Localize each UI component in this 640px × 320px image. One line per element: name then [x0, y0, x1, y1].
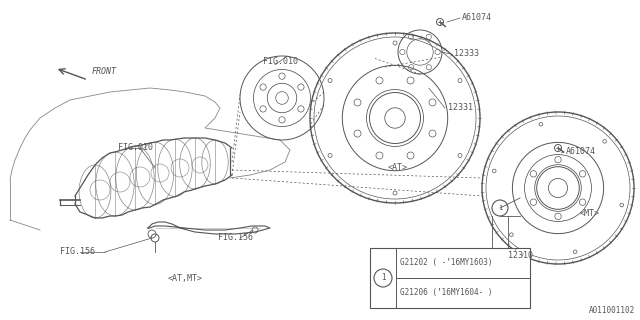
Text: FIG.010: FIG.010 — [263, 58, 298, 67]
Text: 1: 1 — [498, 205, 502, 211]
Text: <AT,MT>: <AT,MT> — [168, 274, 203, 283]
Text: G21206 (’16MY1604- ): G21206 (’16MY1604- ) — [400, 289, 493, 298]
Text: G21202 ( -’16MY1603): G21202 ( -’16MY1603) — [400, 259, 493, 268]
Text: A011001102: A011001102 — [589, 306, 635, 315]
Text: FIG.010: FIG.010 — [118, 143, 153, 153]
Text: 12310: 12310 — [508, 252, 533, 260]
Bar — [370, 248, 530, 308]
Text: A61074: A61074 — [566, 148, 596, 156]
Text: <MT>: <MT> — [580, 210, 600, 219]
Text: 1: 1 — [381, 274, 385, 283]
Text: 12331: 12331 — [448, 103, 473, 113]
Text: A61074: A61074 — [462, 13, 492, 22]
Text: FIG.156: FIG.156 — [218, 234, 253, 243]
Text: FRONT: FRONT — [92, 68, 117, 76]
Text: 12333: 12333 — [454, 50, 479, 59]
Text: <AT>: <AT> — [388, 164, 408, 172]
Text: FIG.156: FIG.156 — [60, 247, 95, 257]
